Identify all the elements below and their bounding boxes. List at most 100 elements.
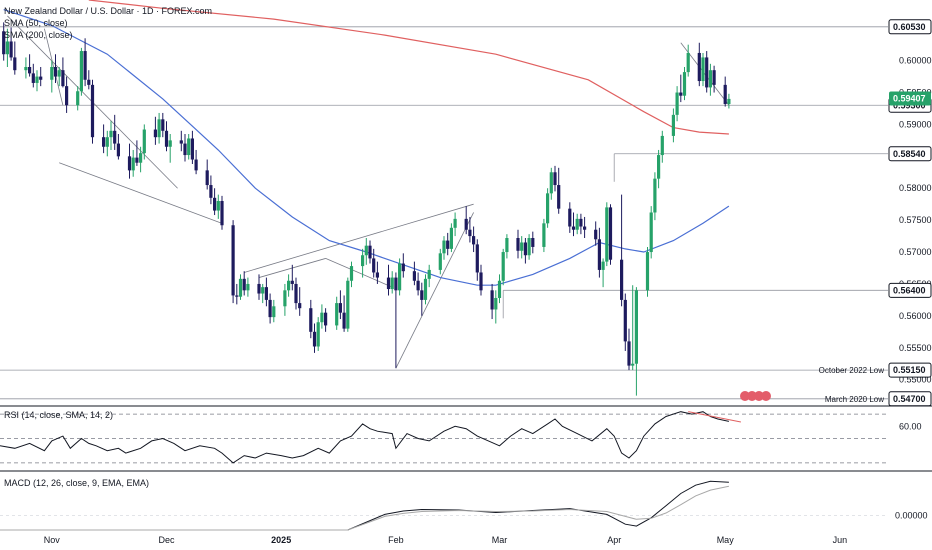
candle-body <box>231 225 235 296</box>
price-level-box <box>888 146 932 162</box>
candle-body <box>490 290 494 310</box>
price-level-label: 0.60530 <box>893 22 926 32</box>
candle-body <box>316 322 320 347</box>
candle-body <box>583 226 587 230</box>
candle-body <box>264 287 268 300</box>
time-tick-label: May <box>717 535 735 545</box>
candle-body <box>116 143 120 157</box>
candle-body <box>28 67 32 74</box>
candle-body <box>531 238 535 247</box>
candle-body <box>183 143 187 156</box>
candle-body <box>2 31 6 55</box>
price-tick-label: 0.56000 <box>899 311 932 321</box>
candle-body <box>312 331 317 347</box>
candle-body <box>390 277 394 290</box>
candle-body <box>161 119 165 131</box>
candle-body <box>209 185 213 198</box>
chart-title: New Zealand Dollar / U.S. Dollar · 1D · … <box>4 6 212 16</box>
sma200-line <box>88 0 729 135</box>
macd-legend[interactable]: MACD (12, 26, close, 9, EMA, EMA) <box>4 478 149 488</box>
last-price-label: 0.59407 <box>893 93 926 103</box>
candle-body <box>194 159 198 171</box>
candle-body <box>682 72 687 96</box>
candle-body <box>520 242 524 251</box>
candle-body <box>516 238 520 251</box>
candle-body <box>475 244 479 273</box>
rsi-pane[interactable]: 60.00 <box>0 411 922 464</box>
candle-body <box>645 252 650 291</box>
candle-body <box>5 41 9 55</box>
horizontal-levels <box>0 26 888 400</box>
candle-body <box>398 263 402 291</box>
price-tick-label: 0.57500 <box>899 215 932 225</box>
macd-pane[interactable]: 0.00000 <box>0 480 928 531</box>
candle-body <box>257 283 261 294</box>
sma50-legend[interactable]: SMA (50, close) <box>4 18 68 28</box>
candle-body <box>605 207 609 262</box>
trendline <box>395 212 474 369</box>
candle-body <box>142 129 146 154</box>
candle-body <box>31 73 35 83</box>
candle-body <box>364 245 368 256</box>
candle-body <box>13 57 17 71</box>
candle-body <box>190 138 194 160</box>
candle-body <box>597 239 601 270</box>
candle-body <box>61 70 65 87</box>
candle-body <box>24 67 28 71</box>
level-note: March 2020 Low <box>825 395 884 404</box>
rsi-legend[interactable]: RSI (14, close, SMA, 14, 2) <box>4 410 113 420</box>
candle-body <box>268 299 272 318</box>
price-axis[interactable]: 0.550000.555000.560000.565000.570000.575… <box>888 19 932 407</box>
candle-body <box>87 79 91 85</box>
candle-body <box>102 137 106 147</box>
time-tick-label: Mar <box>492 535 508 545</box>
candle-body <box>416 280 420 291</box>
fx-event-icon[interactable] <box>740 391 771 401</box>
candle-body <box>631 363 635 366</box>
candle-body <box>675 92 679 115</box>
candle-body <box>83 51 87 80</box>
candle-body <box>579 218 583 227</box>
time-tick-label: Apr <box>607 535 621 545</box>
candle-body <box>242 278 246 291</box>
price-tick-label: 0.59000 <box>899 119 932 129</box>
candle-body <box>35 76 39 83</box>
candle-body <box>542 223 546 247</box>
candle-body <box>9 41 13 58</box>
candle-body <box>527 238 531 256</box>
price-level-label: 0.55150 <box>893 365 926 375</box>
candle-body <box>309 308 313 332</box>
candle-body <box>501 252 505 281</box>
price-tick-label: 0.55000 <box>899 375 932 385</box>
candle-body <box>113 130 117 144</box>
candle-body <box>105 137 109 147</box>
candle-body <box>608 207 613 260</box>
sma200-legend[interactable]: SMA (200, close) <box>4 30 73 40</box>
moving-averages <box>3 0 730 286</box>
candle-body <box>235 295 239 297</box>
candle-body <box>494 297 498 310</box>
candle-body <box>179 140 183 144</box>
candle-body <box>627 341 631 366</box>
time-axis[interactable]: Nov Dec 2025 Feb Mar Apr May Jun <box>44 535 847 545</box>
candle-body <box>472 236 476 245</box>
candle-body <box>679 92 683 96</box>
candle-body <box>168 140 172 147</box>
candle-body <box>671 114 675 136</box>
candle-body <box>346 280 350 329</box>
price-level-label: 0.54700 <box>893 394 926 404</box>
candle-body <box>649 212 653 253</box>
price-tick-label: 0.60000 <box>899 56 932 66</box>
candle-body <box>335 303 339 326</box>
candle-body <box>453 218 457 228</box>
candle-body <box>449 227 453 249</box>
candle-body <box>372 258 376 273</box>
candle-body <box>131 157 135 171</box>
price-level-label: 0.56400 <box>893 285 926 295</box>
time-tick-label: Dec <box>158 535 175 545</box>
candle-body <box>50 67 54 80</box>
candle-body <box>423 278 428 300</box>
